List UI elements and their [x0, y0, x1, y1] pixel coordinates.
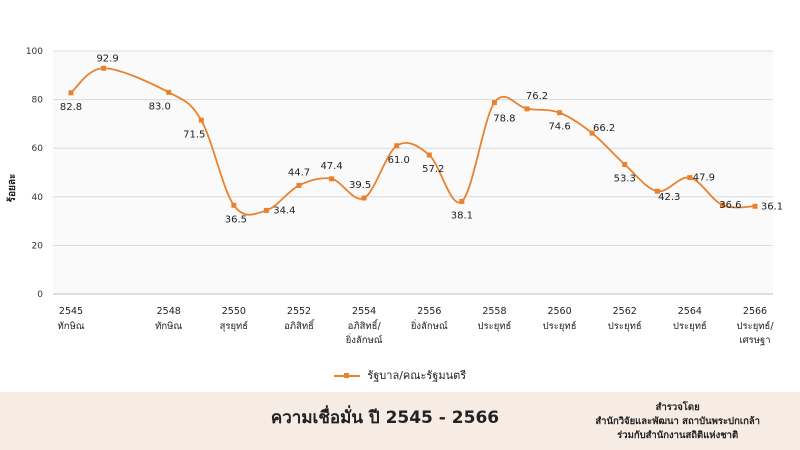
source-line: สำนักวิจัยและพัฒนา สถาบันพระปกเกล้า	[595, 416, 760, 427]
data-point	[459, 198, 465, 204]
x-tick-year: 2552	[287, 306, 311, 317]
x-tick-year: 2554	[352, 306, 376, 317]
data-point	[426, 152, 432, 158]
x-tick-name: อภิสิทธิ์/	[348, 318, 382, 332]
y-tick-label: 60	[32, 144, 44, 154]
x-tick-year: 2560	[547, 306, 571, 317]
x-tick-name: ยิ่งลักษณ์	[345, 333, 382, 346]
data-label: 47.9	[693, 173, 715, 184]
data-label: 36.6	[719, 200, 741, 211]
data-label: 61.0	[388, 155, 410, 166]
x-tick-year: 2564	[678, 306, 702, 317]
footer-title: ความเชื่อมั่น ปี 2545 - 2566	[270, 408, 500, 428]
data-label: 34.4	[273, 205, 295, 216]
plot-area	[53, 51, 773, 294]
source-line: สำรวจโดย	[655, 402, 700, 413]
x-tick-year: 2545	[59, 306, 83, 317]
data-label: 74.6	[548, 122, 570, 133]
data-points	[68, 65, 758, 213]
x-tick-year: 2562	[613, 306, 637, 317]
data-label: 44.7	[288, 167, 310, 178]
data-point	[654, 188, 660, 194]
x-tick-name: ทักษิณ	[155, 321, 182, 332]
data-point	[263, 207, 269, 213]
legend-label: รัฐบาล/คณะรัฐมนตรี	[367, 369, 467, 382]
x-tick-name: เศรษฐา	[739, 335, 770, 346]
data-point	[101, 65, 107, 71]
data-label: 83.0	[149, 101, 171, 112]
data-point	[687, 175, 693, 181]
x-tick-name: ประยุทธ์	[608, 320, 642, 332]
data-point	[719, 202, 725, 208]
footer-source: สำรวจโดย สำนักวิจัยและพัฒนา สถาบันพระปกเ…	[595, 401, 760, 443]
x-tick-name: ประยุทธ์	[477, 320, 511, 332]
data-point	[557, 110, 563, 116]
y-tick-label: 0	[37, 290, 43, 300]
data-label: 92.9	[96, 53, 118, 64]
data-point	[752, 203, 758, 209]
y-tick-label: 40	[32, 193, 44, 203]
line-chart: 0 20 40 60 80 100 ร้อยละ 2545 ทักษิณ 2548 ทักษิณ…	[6, 47, 783, 346]
data-label: 82.8	[60, 102, 82, 113]
data-point	[296, 182, 302, 188]
source-line: ร่วมกับสำนักงานสถิติแห่งชาติ	[617, 430, 739, 441]
footer-banner: ความเชื่อมั่น ปี 2545 - 2566 สำรวจโดย สำ…	[0, 392, 800, 450]
data-label: 76.2	[526, 91, 548, 102]
data-label: 71.5	[183, 129, 205, 140]
x-tick-name: ประยุทธ์	[673, 320, 707, 332]
data-point	[361, 195, 367, 201]
x-tick-year: 2556	[417, 306, 441, 317]
legend: รัฐบาล/คณะรัฐมนตรี	[0, 366, 800, 384]
y-tick-label: 100	[26, 47, 43, 57]
x-tick-name: อภิสิทธิ์	[284, 318, 315, 332]
legend-swatch	[333, 373, 360, 378]
x-tick-name: ประยุทธ์	[543, 320, 577, 332]
x-tick-name: สุรยุทธ์	[220, 320, 249, 332]
x-axis-ticks: 2545ทักษิณ2548ทักษิณ2550สุรยุทธ์2552อภิส…	[57, 306, 774, 346]
y-axis-label: ร้อยละ	[6, 174, 18, 203]
data-labels: 82.8 92.9 83.0 71.5 36.5 34.4 44.7 47.4 39.5 61.0…	[60, 53, 783, 225]
grid-lines	[53, 50, 773, 295]
y-tick-label: 20	[32, 241, 44, 251]
data-point	[231, 202, 237, 208]
data-label: 53.3	[614, 173, 636, 184]
x-tick-name: ประยุทธ์/	[736, 320, 774, 332]
x-tick-year: 2550	[222, 306, 246, 317]
y-axis-ticks: 0 20 40 60 80 100	[26, 47, 43, 300]
x-tick-year: 2548	[157, 306, 181, 317]
data-point	[198, 117, 204, 123]
data-label: 38.1	[451, 210, 473, 221]
data-label: 78.8	[493, 114, 515, 125]
x-tick-year: 2558	[482, 306, 506, 317]
data-label: 39.5	[349, 180, 371, 191]
data-point	[491, 100, 497, 106]
y-tick-label: 80	[32, 96, 44, 106]
data-label: 42.3	[658, 192, 680, 203]
data-point	[68, 90, 74, 96]
x-tick-name: ยิ่งลักษณ์	[410, 319, 447, 332]
data-point	[329, 176, 335, 182]
data-label: 66.2	[593, 123, 615, 134]
data-point	[589, 130, 595, 136]
data-point	[394, 143, 400, 149]
data-point	[524, 106, 530, 112]
data-label: 36.5	[225, 214, 247, 225]
data-label: 47.4	[320, 161, 342, 172]
data-label: 36.1	[761, 201, 783, 212]
x-tick-name: ทักษิณ	[57, 321, 84, 332]
data-point	[166, 89, 172, 95]
data-point	[622, 161, 628, 167]
data-label: 57.2	[422, 164, 444, 175]
x-tick-year: 2566	[743, 306, 767, 317]
